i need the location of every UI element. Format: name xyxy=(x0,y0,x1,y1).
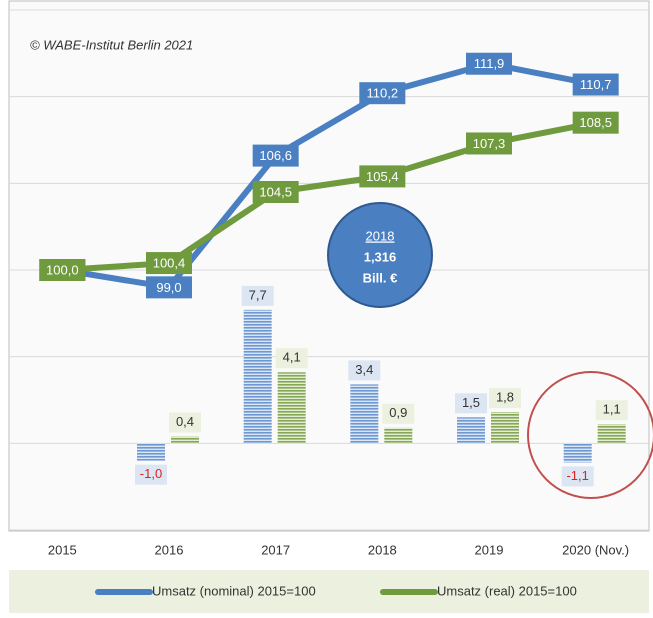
bar-label: 3,4 xyxy=(355,362,373,377)
bar xyxy=(457,417,485,444)
line-label: 111,9 xyxy=(474,56,505,71)
line-label-box xyxy=(252,181,299,203)
line-label-box xyxy=(252,144,299,167)
bar-label-box xyxy=(489,388,521,409)
bar xyxy=(277,372,306,444)
line-label-box xyxy=(359,165,406,188)
line-label-box xyxy=(572,73,619,96)
line-label: 110,2 xyxy=(367,86,399,101)
line-label-box xyxy=(572,111,619,134)
x-tick-label: 2019 xyxy=(475,542,504,557)
bar-label-box xyxy=(275,348,308,369)
line-label-box xyxy=(39,259,86,281)
bar-label-box xyxy=(348,360,381,381)
bar-label: 7,7 xyxy=(249,287,267,302)
legend-label: Umsatz (real) 2015=100 xyxy=(437,583,577,598)
legend-label: Umsatz (nominal) 2015=100 xyxy=(152,583,316,598)
x-tick-label: 2017 xyxy=(261,542,290,557)
line-label-box xyxy=(466,132,512,155)
line-label-box xyxy=(146,252,192,275)
highlight-circle xyxy=(527,371,653,499)
copyright: © WABE-Institut Berlin 2021 xyxy=(30,37,193,52)
line-label: 107,3 xyxy=(473,136,506,151)
bar xyxy=(137,443,165,461)
bar-label-box xyxy=(135,464,167,485)
bar xyxy=(171,436,199,444)
bar-label-box xyxy=(382,403,415,424)
line-label: 104,5 xyxy=(259,184,292,199)
bar xyxy=(597,424,626,444)
bubble-unit: Bill. € xyxy=(363,270,398,285)
x-tick-label: 2015 xyxy=(48,542,77,557)
bar xyxy=(243,309,272,444)
line-label: 106,6 xyxy=(259,148,292,163)
line-label-box xyxy=(466,52,512,75)
bar-label: -1,1 xyxy=(566,468,588,483)
bar-label-box xyxy=(241,285,274,306)
x-tick-label: 2018 xyxy=(368,542,397,557)
line-label: 108,5 xyxy=(579,115,612,130)
line-label-box xyxy=(359,82,406,105)
bar-label-box xyxy=(455,393,487,414)
line-label: 110,7 xyxy=(580,77,612,92)
bar xyxy=(350,384,379,444)
bar-label: 0,4 xyxy=(176,414,194,429)
bubble xyxy=(327,202,433,308)
bar-label: 0,9 xyxy=(389,405,407,420)
bar-label: 1,5 xyxy=(462,395,480,410)
line-label: 100,0 xyxy=(46,262,79,277)
bar xyxy=(491,412,519,444)
x-tick-label: 2020 (Nov.) xyxy=(562,542,629,557)
line-label-box xyxy=(146,276,192,299)
bar-label: -1,0 xyxy=(140,466,162,481)
line-label: 100,4 xyxy=(153,256,186,271)
line-label: 105,4 xyxy=(366,169,399,184)
bubble-year: 2018 xyxy=(366,228,395,243)
bar xyxy=(384,427,413,444)
bar-label: 1,1 xyxy=(603,402,621,417)
bar-label: 4,1 xyxy=(283,350,301,365)
line-label: 99,0 xyxy=(156,280,181,295)
bubble-value: 1,316 xyxy=(364,249,397,264)
bar-label-box xyxy=(169,412,201,433)
bar-label-box xyxy=(561,466,594,487)
bar xyxy=(563,443,592,463)
bar-label-box xyxy=(595,400,628,421)
bar-label: 1,8 xyxy=(496,390,514,405)
x-tick-label: 2016 xyxy=(155,542,184,557)
